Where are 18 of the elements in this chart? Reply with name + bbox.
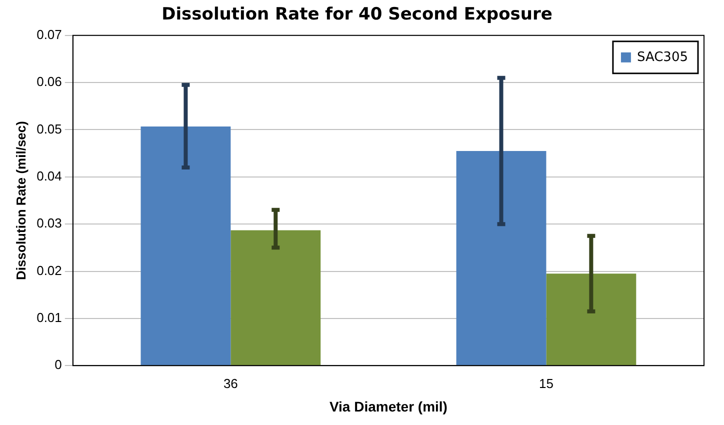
bar (230, 230, 321, 366)
x-tick-label: 36 (223, 376, 238, 391)
y-tick-label: 0 (54, 357, 62, 372)
y-tick-label: 0.07 (36, 26, 62, 42)
y-tick-label: 0.02 (36, 262, 62, 278)
chart-title: Dissolution Rate for 40 Second Exposure (162, 4, 552, 25)
y-axis-title: Dissolution Rate (mil/sec) (13, 121, 28, 280)
y-tick-label: 0.03 (36, 216, 62, 231)
y-tick-label: 0.04 (36, 168, 62, 184)
bar (546, 274, 636, 366)
y-tick-label: 0.05 (36, 121, 62, 136)
bar (140, 126, 231, 366)
legend-label: SAC305 (636, 50, 688, 65)
x-tick-label: 15 (538, 376, 554, 391)
y-tick-label: 0.01 (36, 310, 62, 326)
y-tick-label: 0.06 (36, 74, 62, 90)
bar (456, 150, 546, 366)
x-axis-title: Via Diameter (mil) (329, 398, 448, 414)
